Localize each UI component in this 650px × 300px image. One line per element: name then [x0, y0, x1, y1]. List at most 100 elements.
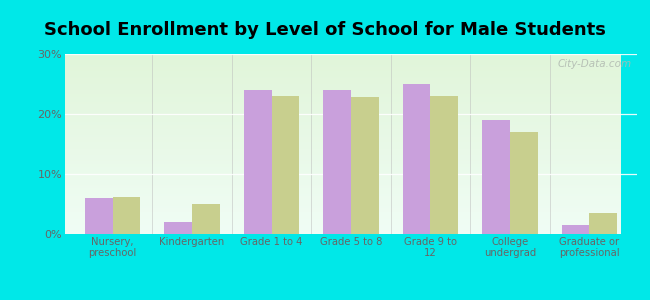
- Bar: [65, 108, 621, 109]
- Bar: [65, 167, 621, 168]
- Bar: [65, 216, 621, 217]
- Bar: [272, 96, 300, 234]
- Bar: [65, 106, 621, 107]
- Bar: [65, 164, 621, 165]
- Bar: [65, 159, 621, 160]
- Bar: [65, 119, 621, 120]
- Bar: [65, 94, 621, 95]
- Bar: [244, 90, 272, 234]
- Bar: [65, 187, 621, 188]
- Bar: [65, 154, 621, 155]
- Bar: [65, 121, 621, 122]
- Bar: [65, 149, 621, 150]
- Bar: [65, 168, 621, 169]
- Bar: [65, 91, 621, 92]
- Bar: [65, 227, 621, 228]
- Bar: [65, 132, 621, 133]
- Bar: [65, 173, 621, 174]
- Bar: [65, 191, 621, 192]
- Bar: [65, 223, 621, 224]
- Bar: [65, 92, 621, 93]
- Bar: [65, 107, 621, 108]
- Bar: [65, 104, 621, 105]
- Bar: [65, 182, 621, 183]
- Bar: [65, 218, 621, 219]
- Bar: [65, 147, 621, 148]
- Bar: [65, 231, 621, 232]
- Bar: [65, 141, 621, 142]
- Bar: [65, 65, 621, 66]
- Bar: [65, 152, 621, 153]
- Bar: [510, 132, 538, 234]
- Bar: [562, 225, 590, 234]
- Bar: [65, 70, 621, 71]
- Bar: [65, 62, 621, 63]
- Bar: [65, 143, 621, 144]
- Bar: [65, 226, 621, 227]
- Bar: [65, 146, 621, 147]
- Bar: [65, 144, 621, 145]
- Bar: [65, 199, 621, 200]
- Bar: [65, 89, 621, 90]
- Bar: [65, 110, 621, 111]
- Bar: [65, 140, 621, 141]
- Bar: [65, 153, 621, 154]
- Bar: [65, 204, 621, 205]
- Bar: [65, 101, 621, 102]
- Bar: [65, 77, 621, 78]
- Bar: [65, 82, 621, 83]
- Bar: [65, 105, 621, 106]
- Bar: [65, 85, 621, 86]
- Bar: [65, 93, 621, 94]
- Bar: [65, 192, 621, 193]
- Bar: [65, 178, 621, 179]
- Bar: [65, 180, 621, 181]
- Bar: [65, 90, 621, 91]
- Bar: [65, 172, 621, 173]
- Bar: [65, 111, 621, 112]
- Bar: [65, 185, 621, 186]
- Bar: [65, 162, 621, 163]
- Bar: [65, 120, 621, 121]
- Bar: [65, 109, 621, 110]
- Bar: [402, 84, 430, 234]
- Bar: [65, 100, 621, 101]
- Bar: [112, 197, 140, 234]
- Bar: [65, 157, 621, 158]
- Bar: [65, 183, 621, 184]
- Bar: [65, 81, 621, 82]
- Bar: [65, 69, 621, 70]
- Bar: [65, 125, 621, 126]
- Bar: [65, 214, 621, 215]
- Bar: [65, 60, 621, 61]
- Bar: [65, 205, 621, 206]
- Bar: [65, 166, 621, 167]
- Bar: [65, 127, 621, 128]
- Bar: [65, 130, 621, 131]
- Bar: [65, 219, 621, 220]
- Bar: [65, 160, 621, 161]
- Bar: [65, 196, 621, 197]
- Bar: [65, 112, 621, 113]
- Bar: [65, 215, 621, 216]
- Bar: [65, 217, 621, 218]
- Bar: [65, 222, 621, 223]
- Bar: [65, 75, 621, 76]
- Bar: [65, 224, 621, 225]
- Bar: [65, 68, 621, 69]
- Bar: [65, 212, 621, 213]
- Bar: [65, 95, 621, 96]
- Bar: [65, 98, 621, 99]
- Bar: [65, 116, 621, 117]
- Bar: [65, 198, 621, 199]
- Bar: [65, 73, 621, 74]
- Bar: [65, 58, 621, 59]
- Bar: [65, 131, 621, 132]
- Text: City-Data.com: City-Data.com: [557, 59, 631, 69]
- Bar: [65, 189, 621, 190]
- Bar: [65, 190, 621, 191]
- Bar: [65, 122, 621, 123]
- Bar: [65, 84, 621, 85]
- Bar: [323, 90, 351, 234]
- Bar: [65, 79, 621, 80]
